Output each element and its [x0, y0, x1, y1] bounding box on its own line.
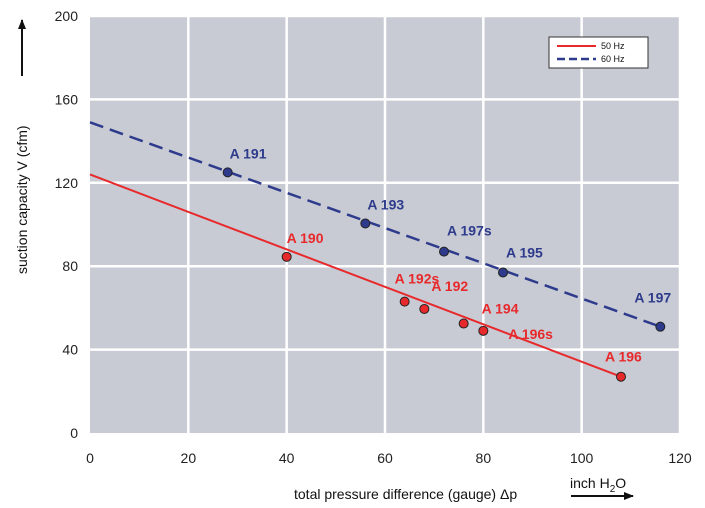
legend-label-60hz: 60 Hz	[601, 54, 625, 64]
data-point-a-197s	[439, 246, 449, 257]
data-label-a-196: A 196	[605, 349, 642, 365]
x-tick-label: 100	[570, 450, 594, 466]
data-label-a-194: A 194	[482, 301, 519, 317]
y-tick-label: 120	[55, 175, 79, 191]
data-point-a-192	[419, 303, 430, 314]
data-point-a-195	[498, 267, 508, 278]
data-point-a-191	[222, 167, 233, 178]
y-tick-label: 200	[55, 8, 79, 24]
data-label-a-195: A 195	[506, 244, 543, 260]
x-tick-label: 40	[279, 450, 295, 466]
legend-label-50hz: 50 Hz	[601, 41, 625, 51]
x-axis-label: total pressure difference (gauge) Δp	[294, 486, 517, 502]
data-point-a-197	[655, 321, 666, 332]
data-point-a-193	[360, 218, 371, 229]
x-tick-labels: 0 20 40 60 80 100 120	[86, 450, 692, 466]
x-tick-label: 20	[181, 450, 197, 466]
y-tick-label: 0	[70, 425, 78, 441]
x-tick-label: 80	[476, 450, 492, 466]
y-tick-labels: 0 40 80 120 160 200	[55, 8, 79, 441]
x-tick-label: 60	[377, 450, 393, 466]
y-tick-label: 80	[62, 258, 78, 274]
y-tick-label: 40	[62, 342, 78, 358]
data-label-a-197: A 197	[634, 290, 671, 306]
data-point-a-196s	[478, 325, 489, 336]
grid	[90, 14, 682, 433]
x-tick-label: 120	[668, 450, 692, 466]
y-axis-label: suction capacity V (cfm)	[14, 125, 30, 274]
data-label-a-196s: A 196s	[508, 326, 553, 342]
data-point-a-190	[281, 251, 292, 262]
legend-box	[548, 36, 649, 69]
data-label-a-191: A 191	[230, 145, 267, 161]
y-tick-label: 160	[55, 91, 79, 107]
data-label-a-192: A 192	[431, 278, 468, 294]
x-tick-label: 0	[86, 450, 94, 466]
x-axis-unit: inch H2O	[570, 475, 626, 495]
series-line-50hz	[89, 173, 622, 378]
data-point-a-194	[458, 318, 469, 329]
data-label-a-197s: A 197s	[447, 223, 492, 239]
data-label-a-190: A 190	[287, 230, 324, 246]
legend: 50 Hz 60 Hz	[548, 36, 649, 69]
data-point-a-196	[616, 371, 626, 382]
data-point-a-192s	[399, 296, 410, 307]
data-label-a-193: A 193	[367, 196, 404, 212]
series-line-60hz	[89, 121, 661, 328]
data-label-a-192s: A 192s	[395, 271, 440, 287]
